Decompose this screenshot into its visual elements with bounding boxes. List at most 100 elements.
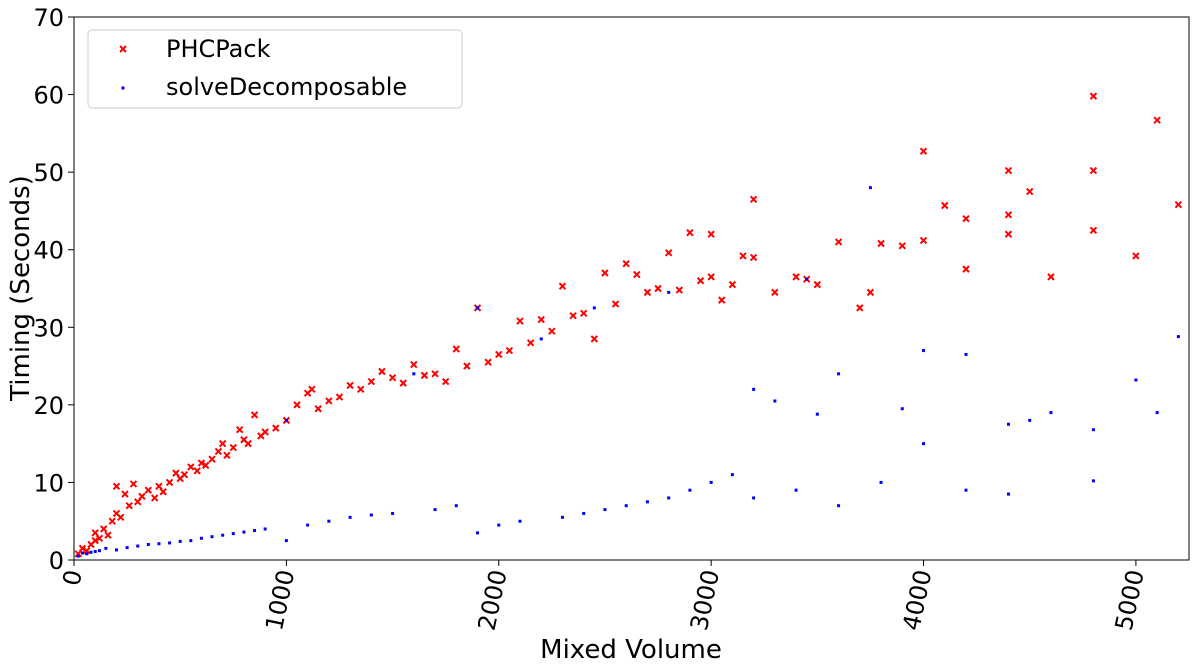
- data-point: [293, 401, 301, 409]
- data-point: [526, 339, 535, 347]
- data-point: [388, 373, 397, 382]
- data-point: [686, 228, 694, 237]
- legend-marker-dot: [121, 86, 125, 90]
- data-point: [922, 442, 926, 446]
- y-axis: 0 10 20 30 40 50 60 70: [33, 4, 74, 575]
- data-point: [335, 393, 344, 401]
- y-axis-label: Timing (Seconds): [6, 175, 36, 402]
- plot-frame: [73, 16, 1190, 561]
- data-point: [539, 337, 543, 341]
- legend-marker-phcpack: [119, 45, 127, 53]
- data-point: [1004, 230, 1013, 238]
- data-point: [369, 513, 373, 517]
- y-tick-label: 30: [33, 314, 64, 342]
- data-point: [537, 315, 545, 324]
- data-point: [399, 379, 407, 387]
- data-point: [452, 345, 460, 353]
- data-point: [199, 536, 203, 540]
- data-point: [1026, 187, 1034, 196]
- legend-label-solvedecomposable: solveDecomposable: [166, 73, 407, 101]
- data-point: [1089, 166, 1098, 175]
- data-point: [879, 480, 883, 484]
- data-point: [548, 327, 556, 335]
- data-point: [624, 504, 628, 508]
- data-point: [121, 490, 129, 498]
- y-tick-label: 10: [33, 469, 64, 497]
- data-point: [505, 346, 514, 355]
- data-point: [346, 381, 354, 390]
- data-point: [253, 529, 257, 533]
- data-point: [357, 385, 365, 394]
- data-point: [868, 186, 872, 190]
- data-point: [187, 463, 195, 471]
- data-point: [560, 515, 564, 519]
- data-point: [1089, 226, 1098, 235]
- data-point: [1004, 166, 1013, 175]
- x-tick-label: 2000: [473, 567, 513, 633]
- data-point: [664, 249, 673, 257]
- data-point: [898, 242, 906, 250]
- data-point: [866, 288, 875, 297]
- data-point: [159, 488, 167, 496]
- data-point: [193, 467, 201, 475]
- data-point: [815, 412, 819, 416]
- data-point: [709, 480, 713, 484]
- series-solvedecomposable: [76, 186, 1180, 558]
- data-point: [1155, 411, 1159, 415]
- data-point: [1089, 92, 1098, 100]
- data-point: [412, 372, 416, 376]
- data-point: [707, 273, 715, 281]
- data-point: [138, 492, 146, 501]
- data-point: [1006, 422, 1010, 426]
- x-tick-label: 0: [57, 567, 88, 588]
- data-point: [261, 428, 269, 436]
- data-point: [314, 405, 322, 413]
- data-point: [919, 147, 928, 155]
- data-point: [146, 542, 150, 546]
- data-point: [696, 277, 705, 285]
- data-point: [603, 508, 607, 512]
- data-point: [221, 533, 225, 537]
- y-tick-label: 60: [33, 82, 64, 110]
- data-point: [231, 532, 235, 536]
- data-point: [242, 530, 246, 534]
- data-point: [327, 519, 331, 523]
- data-point: [1153, 116, 1161, 124]
- data-point: [89, 550, 93, 554]
- data-point: [856, 304, 864, 312]
- data-point: [752, 387, 756, 391]
- data-point: [95, 534, 104, 542]
- data-point: [178, 539, 182, 543]
- data-point: [180, 470, 189, 479]
- data-point: [1028, 418, 1032, 422]
- data-point: [391, 511, 395, 515]
- data-point: [643, 288, 652, 297]
- legend-marker-solvedecomposable: [121, 86, 125, 90]
- data-point: [91, 536, 99, 545]
- data-point: [250, 411, 259, 419]
- x-axis-label: Mixed Volume: [540, 635, 722, 665]
- data-point: [518, 519, 522, 523]
- data-point: [104, 531, 112, 539]
- data-point: [837, 372, 841, 376]
- y-tick-label: 0: [49, 547, 64, 575]
- data-point: [463, 362, 471, 370]
- data-point: [410, 360, 418, 369]
- x-tick-label: 5000: [1110, 567, 1150, 633]
- data-point: [622, 259, 630, 268]
- data-point: [100, 525, 108, 533]
- data-point: [129, 480, 138, 488]
- data-point: [1176, 335, 1180, 339]
- data-point: [214, 447, 223, 456]
- data-point: [244, 439, 252, 448]
- x-axis: 0 1000 2000 3000 4000 5000: [57, 560, 1150, 633]
- data-point: [1174, 201, 1183, 209]
- data-point: [484, 358, 492, 366]
- data-point: [1006, 492, 1010, 496]
- data-point: [497, 523, 501, 527]
- data-point: [1047, 273, 1055, 281]
- data-point: [495, 350, 503, 359]
- x-tick-label: 3000: [685, 567, 725, 633]
- data-point: [792, 273, 800, 281]
- data-point: [794, 488, 798, 492]
